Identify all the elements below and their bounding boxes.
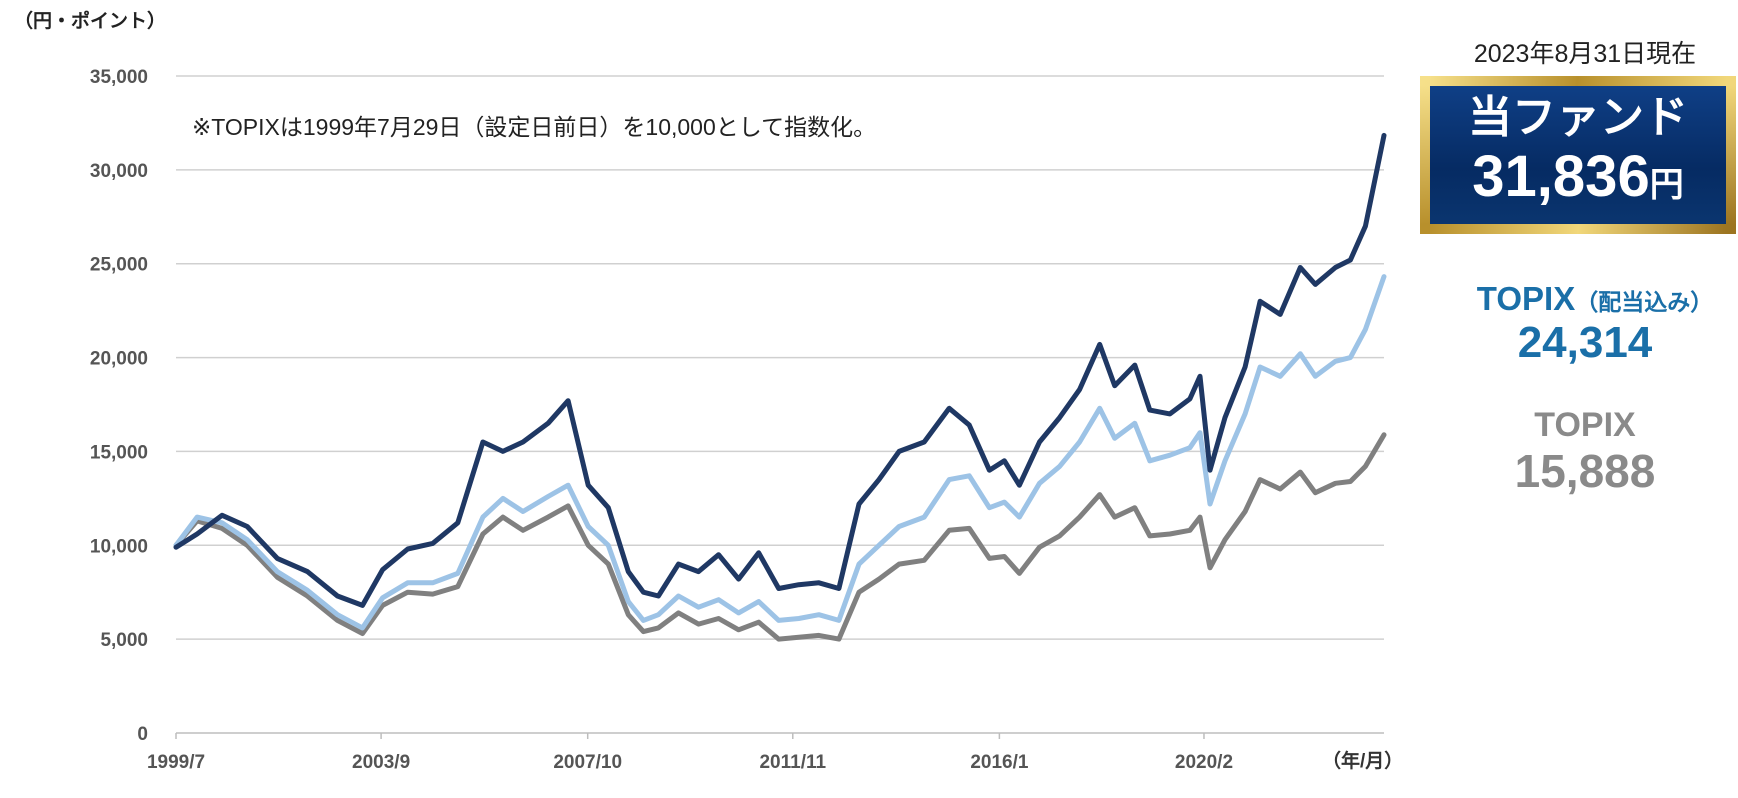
y-tick-label: 10,000: [90, 536, 148, 557]
y-tick-label: 30,000: [90, 161, 148, 182]
x-tick-label: 1999/7: [147, 752, 205, 773]
fund-value-box: 当ファンド 31,836円: [1420, 76, 1736, 234]
x-tick-label: 2020/2: [1175, 752, 1233, 773]
topix-label: TOPIX: [1534, 406, 1636, 444]
fund-value-unit: 円: [1649, 166, 1684, 204]
y-tick-label: 20,000: [90, 349, 148, 370]
y-tick-label: 35,000: [90, 67, 148, 88]
topix-dividend-value: 24,314: [1517, 318, 1653, 367]
x-axis-unit-label: （年/月）: [1322, 751, 1404, 772]
series-line-topix-dividend: [173, 274, 1387, 631]
y-tick-label: 0: [137, 724, 148, 745]
x-tick-label: 2007/10: [553, 752, 622, 773]
x-tick-label: 2003/9: [352, 752, 410, 773]
fund-value-number: 31,836: [1472, 144, 1650, 209]
fund-name: 当ファンド: [1468, 93, 1688, 142]
y-tick-label: 5,000: [100, 630, 148, 651]
x-tick-label: 2016/1: [970, 752, 1029, 773]
series-line-topix: [173, 432, 1387, 642]
topix-dividend-label: TOPIX（配当込み）: [1450, 280, 1738, 318]
topix-dividend-name: TOPIX: [1476, 280, 1576, 317]
fund-value: 31,836円: [1430, 148, 1726, 206]
series-line-fund: [173, 132, 1387, 608]
topix-value: 15,888: [1514, 445, 1656, 497]
topix-dividend-suffix: （配当込み）: [1575, 289, 1714, 315]
y-axis-unit-label: （円・ポイント）: [14, 11, 167, 32]
y-tick-label: 25,000: [90, 255, 148, 276]
x-tick-label: 2011/11: [759, 752, 826, 773]
as-of-date: 2023年8月31日現在: [1473, 40, 1697, 68]
chart-note: ※TOPIXは1999年7月29日（設定日前日）を10,000として指数化。: [192, 114, 877, 140]
y-tick-label: 15,000: [90, 442, 148, 463]
